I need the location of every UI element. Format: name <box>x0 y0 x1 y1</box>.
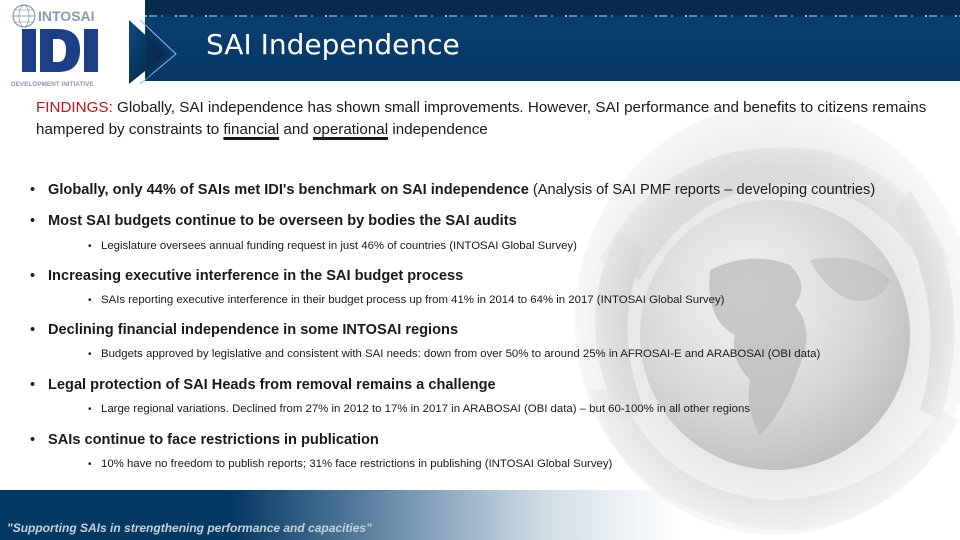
bullet-icon: • <box>30 213 36 229</box>
sub-bullet-item: • Budgets approved by legislative and con… <box>88 348 820 360</box>
findings-label: FINDINGS: <box>36 99 113 116</box>
operational-underlined: operational <box>312 121 389 138</box>
sub-bullet-text: Large regional variations. Declined from… <box>101 403 751 415</box>
bullet-icon: • <box>88 349 92 360</box>
bullet-heading: Globally, only 44% of SAIs met IDI's ben… <box>48 182 529 198</box>
svg-text:INTOSAI: INTOSAI <box>38 8 95 24</box>
sub-bullet-text: Budgets approved by legislative and cons… <box>101 348 821 360</box>
bullet-icon: • <box>88 241 92 252</box>
sub-bullet-text: 10% have no freedom to publish reports; … <box>101 458 613 470</box>
bullet-icon: • <box>30 182 36 198</box>
sub-bullet-item: • Large regional variations. Declined fro… <box>88 403 750 415</box>
bullet-icon: • <box>30 432 36 448</box>
hands-globe-watermark-image <box>560 90 960 540</box>
financial-underlined: financial <box>223 121 280 138</box>
footer-tagline: "Supporting SAIs in strengthening perfor… <box>7 521 372 535</box>
bullet-icon: • <box>88 459 92 470</box>
sub-bullet-item: • 10% have no freedom to publish reports;… <box>88 458 612 470</box>
bullet-item: • Declining financial independence in som… <box>30 322 458 338</box>
bullet-heading: Declining financial independence in some… <box>48 322 459 338</box>
footer-bar <box>0 490 680 540</box>
svg-text:DEVELOPMENT INITIATIVE: DEVELOPMENT INITIATIVE <box>11 81 94 88</box>
bullet-heading: Most SAI budgets continue to be overseen… <box>48 213 517 229</box>
bullet-icon: • <box>30 322 36 338</box>
findings-summary: FINDINGS: Globally, SAI independence has… <box>36 97 936 141</box>
header-dotted-line <box>145 15 960 17</box>
sub-bullet-text: Legislature oversees annual funding requ… <box>101 240 577 252</box>
findings-text-and: and <box>279 121 313 138</box>
bullet-icon: • <box>88 404 92 415</box>
bullet-source: (Analysis of SAI PMF reports – developin… <box>528 182 876 198</box>
findings-text-end: independence <box>388 121 488 138</box>
header-bar <box>145 0 960 81</box>
double-chevron-right-icon <box>129 19 177 86</box>
page-title: SAI Independence <box>206 28 460 61</box>
bullet-item: • SAIs continue to face restrictions in p… <box>30 432 379 448</box>
sub-bullet-item: • Legislature oversees annual funding req… <box>88 240 577 252</box>
sub-bullet-text: SAIs reporting executive interference in… <box>101 294 725 306</box>
bullet-item: • Legal protection of SAI Heads from remo… <box>30 377 496 393</box>
globe-icon <box>12 4 36 28</box>
bullet-icon: • <box>88 295 92 306</box>
bullet-icon: • <box>30 268 36 284</box>
bullet-item: • Globally, only 44% of SAIs met IDI's be… <box>30 182 875 198</box>
bullet-item: • Most SAI budgets continue to be oversee… <box>30 213 517 229</box>
bullet-heading: Increasing executive interference in the… <box>48 268 464 284</box>
findings-text: Globally, SAI independence has shown sma… <box>36 99 927 138</box>
bullet-heading: Legal protection of SAI Heads from remov… <box>48 377 496 393</box>
sub-bullet-item: • SAIs reporting executive interference i… <box>88 294 724 306</box>
idi-intosai-logo[interactable]: INTOSAI DEVELOPMENT INITIATIVE <box>8 4 108 88</box>
bullet-item: • Increasing executive interference in th… <box>30 268 463 284</box>
bullet-heading: SAIs continue to face restrictions in pu… <box>48 432 379 448</box>
bullet-icon: • <box>30 377 36 393</box>
